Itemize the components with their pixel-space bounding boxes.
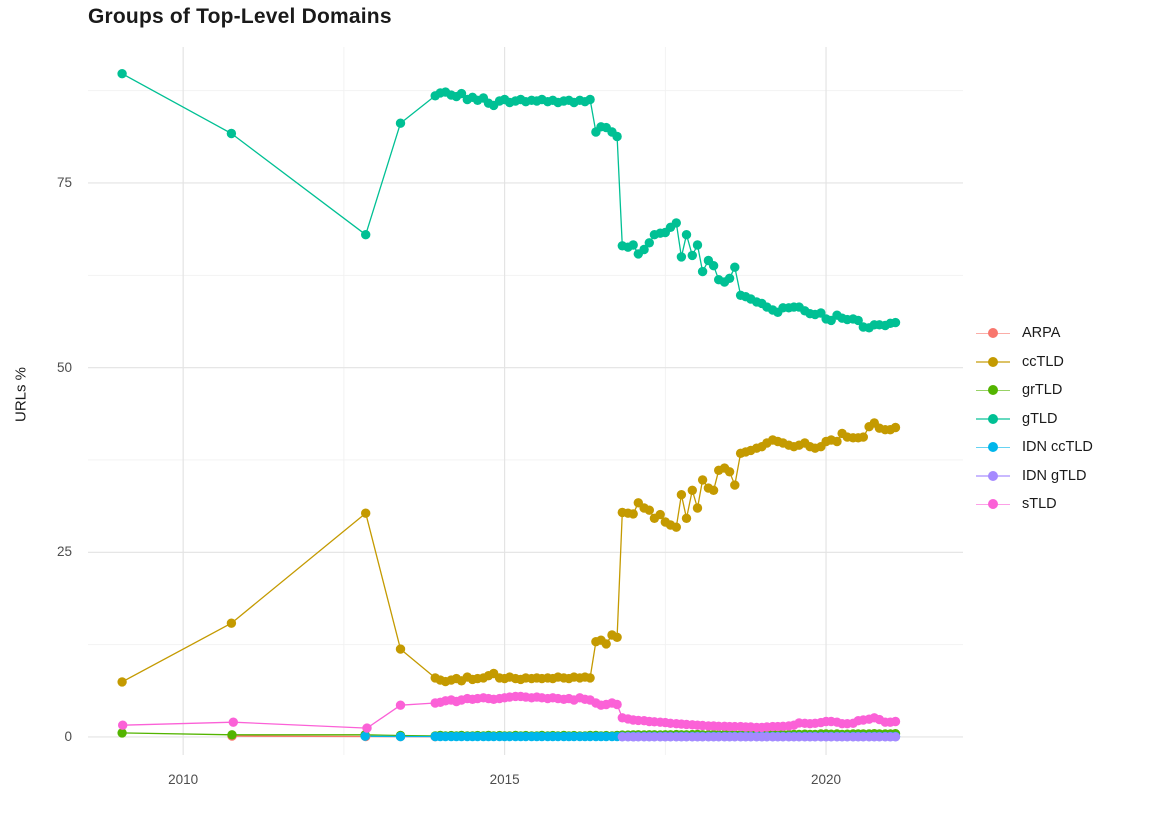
legend-item-grTLD: grTLD xyxy=(976,376,1093,405)
legend-key-icon xyxy=(976,413,1010,425)
x-tick-label: 2020 xyxy=(811,772,842,787)
grid-minor xyxy=(88,47,963,755)
legend-item-sTLD: sTLD xyxy=(976,490,1093,519)
legend-key-icon xyxy=(976,384,1010,396)
legend-key-icon xyxy=(976,327,1010,339)
legend-item-ARPA: ARPA xyxy=(976,319,1093,348)
x-tick-label: 2010 xyxy=(168,772,199,787)
series-points-sTLD xyxy=(118,691,901,733)
legend-label: gTLD xyxy=(1022,410,1058,427)
legend-label: sTLD xyxy=(1022,496,1057,513)
legend-label: grTLD xyxy=(1022,382,1063,399)
legend-item-IDN-ccTLD: IDN ccTLD xyxy=(976,433,1093,462)
legend-item-gTLD: gTLD xyxy=(976,405,1093,434)
series-points-ccTLD xyxy=(117,418,901,687)
series-line-gTLD xyxy=(121,73,897,329)
x-tick-label: 2015 xyxy=(489,772,520,787)
legend-key-icon xyxy=(976,470,1010,482)
legend-label: IDN gTLD xyxy=(1022,467,1087,484)
legend-label: ARPA xyxy=(1022,325,1061,342)
legend: ARPA ccTLD grTLD gTLD IDN ccTLD IDN gTLD sTLD xyxy=(976,319,1093,519)
y-tick-label: 25 xyxy=(56,544,72,560)
grid-major xyxy=(88,47,963,755)
legend-item-IDN-gTLD: IDN gTLD xyxy=(976,462,1093,491)
legend-key-icon xyxy=(976,498,1010,510)
series-points-gTLD xyxy=(117,69,901,333)
chart-title: Groups of Top-Level Domains xyxy=(88,5,392,28)
legend-key-icon xyxy=(976,356,1010,368)
legend-item-ccTLD: ccTLD xyxy=(976,348,1093,377)
legend-label: ccTLD xyxy=(1022,353,1064,370)
y-tick-label: 0 xyxy=(64,728,72,744)
y-tick-label: 75 xyxy=(56,174,72,190)
legend-key-icon xyxy=(976,441,1010,453)
legend-label: IDN ccTLD xyxy=(1022,439,1093,456)
y-tick-label: 50 xyxy=(56,359,72,375)
series-points-IDN-gTLD xyxy=(617,732,901,742)
